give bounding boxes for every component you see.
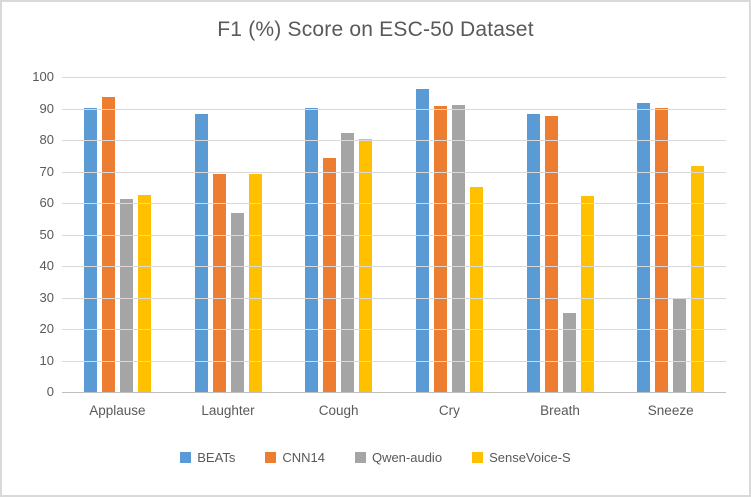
gridline-10 xyxy=(62,360,726,362)
legend-marker-sensevoice-s xyxy=(472,452,484,463)
y-tick-label-20: 20 xyxy=(39,321,54,336)
bar-laughter-cnn14 xyxy=(212,174,226,393)
bar-breath-beats xyxy=(526,114,540,393)
bar-applause-beats xyxy=(83,107,97,393)
bar-applause-cnn14 xyxy=(101,96,115,393)
y-tick-label-80: 80 xyxy=(39,132,54,147)
bar-cry-cnn14 xyxy=(433,106,447,393)
gridline-20 xyxy=(62,329,726,330)
x-axis-line xyxy=(62,392,726,393)
category-label-sneeze: Sneeze xyxy=(647,403,694,418)
y-tick-label-10: 10 xyxy=(39,352,54,368)
y-tick-label-50: 50 xyxy=(39,226,54,242)
bar-sneeze-sensevoice-s xyxy=(691,166,705,393)
bar-sneeze-qwen-audio xyxy=(673,298,687,393)
legend-marker-cnn14 xyxy=(265,452,277,463)
legend-marker-beats xyxy=(180,452,192,463)
bar-groups xyxy=(62,78,726,393)
y-tick-label-30: 30 xyxy=(39,289,54,305)
gridline-70 xyxy=(62,171,726,173)
gridline-90 xyxy=(62,108,726,110)
bar-applause-sensevoice-s xyxy=(137,194,151,393)
category-labels: Applause Laughter Cough Cry Breath Sneeze xyxy=(62,403,726,418)
gridline-40 xyxy=(62,266,726,267)
bar-group-cough xyxy=(283,78,394,393)
chart-title: F1 (%) Score on ESC-50 Dataset xyxy=(217,18,534,41)
legend-label-sensevoice-s: SenseVoice-S xyxy=(489,450,571,465)
y-axis-labels: 0 10 20 30 40 50 60 70 80 90 100 xyxy=(12,70,54,399)
bar-laughter-beats xyxy=(194,114,208,393)
legend-marker-qwen-audio xyxy=(354,452,366,463)
legend-item-sensevoice-s: SenseVoice-S xyxy=(472,450,571,465)
y-tick-label-40: 40 xyxy=(39,258,54,273)
legend-item-cnn14: CNN14 xyxy=(265,450,325,465)
legend: BEATs CNN14 Qwen-audio SenseVoice-S xyxy=(2,450,749,465)
bar-breath-cnn14 xyxy=(544,115,558,393)
bar-cry-sensevoice-s xyxy=(469,186,483,393)
bar-cough-cnn14 xyxy=(323,158,337,393)
bar-applause-qwen-audio xyxy=(119,199,133,393)
legend-item-qwen-audio: Qwen-audio xyxy=(354,450,443,465)
bar-cough-beats xyxy=(305,107,319,393)
legend-label-qwen-audio: Qwen-audio xyxy=(371,450,443,465)
category-label-applause: Applause xyxy=(89,403,146,418)
category-label-cry: Cry xyxy=(438,403,460,418)
bar-breath-sensevoice-s xyxy=(580,196,594,393)
gridline-60 xyxy=(62,203,726,204)
category-label-cough: Cough xyxy=(318,403,359,418)
bar-group-laughter xyxy=(173,78,284,393)
legend-label-beats: BEATs xyxy=(197,450,236,465)
bar-breath-qwen-audio xyxy=(562,312,576,393)
gridline-100 xyxy=(62,77,726,78)
bar-group-breath xyxy=(505,78,616,393)
bar-cough-qwen-audio xyxy=(341,133,355,393)
gridline-30 xyxy=(62,297,726,299)
bar-cry-beats xyxy=(415,89,429,393)
legend-item-beats: BEATs xyxy=(180,450,235,465)
bar-laughter-qwen-audio xyxy=(230,213,244,393)
gridline-50 xyxy=(62,234,726,236)
bar-sneeze-cnn14 xyxy=(655,107,669,393)
bar-sneeze-beats xyxy=(637,103,651,393)
y-tick-label-100: 100 xyxy=(32,69,54,84)
bar-group-sneeze xyxy=(615,78,726,393)
category-label-breath: Breath xyxy=(540,403,580,418)
y-tick-label-60: 60 xyxy=(39,195,54,210)
category-label-laughter: Laughter xyxy=(201,403,255,418)
plot-area xyxy=(62,77,726,393)
bar-laughter-sensevoice-s xyxy=(248,174,262,393)
y-tick-label-90: 90 xyxy=(39,100,54,116)
bar-cry-qwen-audio xyxy=(451,104,465,393)
y-tick-label-0: 0 xyxy=(46,384,54,399)
y-tick-label-70: 70 xyxy=(39,163,54,179)
legend-label-cnn14: CNN14 xyxy=(282,450,325,465)
bar-group-cry xyxy=(394,78,505,393)
gridline-80 xyxy=(62,140,726,141)
bar-group-applause xyxy=(62,78,173,393)
